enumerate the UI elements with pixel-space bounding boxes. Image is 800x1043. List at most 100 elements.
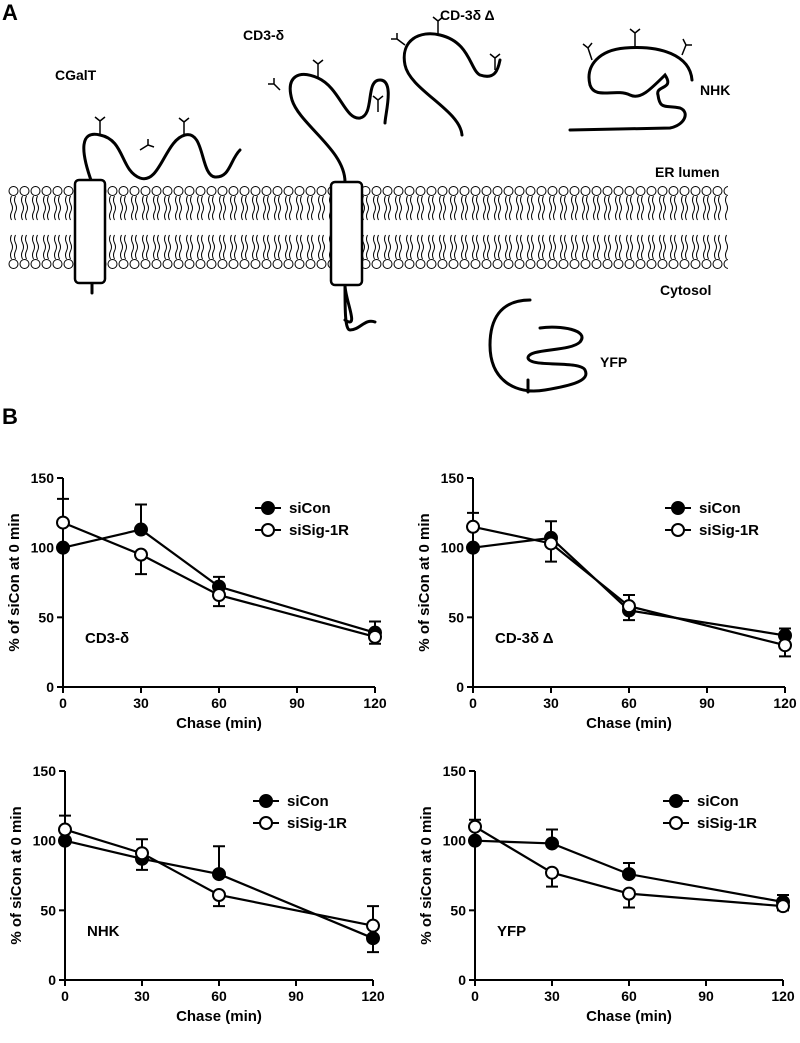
legend-marker [261,523,275,537]
panel-label: A [2,0,18,25]
x-tick-label: 0 [469,695,477,711]
x-tick-label: 120 [773,695,797,711]
compartment-label: Cytosol [660,282,711,298]
legend-label: siCon [697,793,739,810]
x-tick-label: 120 [361,988,385,1004]
series-line [474,839,784,904]
legend-label: siSig-1R [287,815,347,832]
chart: 0 50 100 150 0 30 60 90 120 Chase (min) % of siCon… [8,763,385,1025]
protein-chain [488,298,588,394]
protein-label: NHK [700,82,730,98]
data-point [622,867,636,882]
x-axis-label: Chase (min) [586,1008,672,1025]
data-point [545,865,559,880]
x-axis-label: Chase (min) [176,1008,262,1025]
data-point [135,846,149,861]
x-tick-label: 0 [471,988,479,1004]
legend-label: siSig-1R [699,522,759,539]
data-point [466,540,480,555]
x-tick-label: 60 [621,695,637,711]
y-tick-label: 50 [38,609,54,625]
data-point [466,519,480,534]
protein-chain [343,283,377,332]
glycan [268,59,384,112]
protein-label: CGalT [55,67,97,83]
legend-marker [669,816,683,830]
x-tick-label: 30 [544,988,560,1004]
data-point [56,540,70,555]
legend-marker [259,816,273,830]
data-point [212,867,226,882]
y-axis-label: % of siCon at 0 min [416,513,433,651]
data-point [58,822,72,837]
x-tick-label: 0 [59,695,67,711]
data-point [776,899,790,914]
x-tick-label: 30 [543,695,559,711]
tm-domain [73,178,107,285]
protein-chain [568,45,694,132]
data-point [468,819,482,834]
panel-a: A CGalT CD3-δ CD-3δ Δ NHK ER lumen Cytos… [2,0,730,394]
chart: 0 50 100 150 0 30 60 90 120 Chase (min) % of siCon… [416,470,797,732]
x-tick-label: 60 [211,988,227,1004]
y-axis-label: % of siCon at 0 min [418,806,435,944]
protein-label: YFP [600,354,627,370]
y-axis-label: % of siCon at 0 min [8,806,25,944]
legend-marker [261,501,275,515]
legend-marker [671,501,685,515]
protein-label: CD-3δ Δ [440,7,495,23]
glycan [391,16,501,70]
y-tick-label: 150 [33,763,57,779]
y-tick-label: 50 [40,902,56,918]
annotation: YFP [497,923,526,940]
data-point [622,599,636,614]
x-tick-label: 30 [134,988,150,1004]
x-tick-label: 0 [61,988,69,1004]
data-point [134,522,148,537]
chart: 0 50 100 150 0 30 60 90 120 Chase (min) % of siCon… [6,470,387,732]
compartment-label: ER lumen [655,164,720,180]
data-point [56,515,70,530]
y-tick-label: 150 [443,763,467,779]
chart: 0 50 100 150 0 30 60 90 120 Chase (min) % of siCon… [418,763,795,1025]
data-point [468,833,482,848]
series-line [64,828,374,927]
data-point [622,886,636,901]
legend-marker [259,794,273,808]
legend-label: siSig-1R [697,815,757,832]
series-line [64,839,374,940]
x-tick-label: 90 [698,988,714,1004]
data-point [368,629,382,644]
glycan [94,116,190,151]
x-tick-label: 60 [211,695,227,711]
legend-marker [669,794,683,808]
y-tick-label: 150 [31,470,55,486]
x-tick-label: 120 [363,695,387,711]
x-tick-label: 30 [133,695,149,711]
annotation: CD-3δ Δ [495,630,554,647]
annotation: NHK [87,923,120,940]
membrane [8,185,728,271]
series-line [62,521,376,638]
x-tick-label: 120 [771,988,795,1004]
x-axis-label: Chase (min) [586,715,672,732]
x-tick-label: 90 [289,695,305,711]
protein-label: CD3-δ [243,27,284,43]
y-tick-label: 100 [443,833,467,849]
legend-marker [671,523,685,537]
y-tick-label: 50 [450,902,466,918]
annotation: CD3-δ [85,630,129,647]
x-tick-label: 90 [699,695,715,711]
y-tick-label: 50 [448,609,464,625]
protein-chain [402,32,502,137]
y-axis-label: % of siCon at 0 min [6,513,23,651]
y-tick-label: 0 [46,679,54,695]
legend-label: siCon [699,500,741,517]
y-tick-label: 150 [441,470,465,486]
legend-label: siCon [289,500,331,517]
data-point [544,536,558,551]
y-tick-label: 100 [31,540,55,556]
data-point [366,918,380,933]
x-axis-label: Chase (min) [176,715,262,732]
panel-label: B [2,404,18,429]
